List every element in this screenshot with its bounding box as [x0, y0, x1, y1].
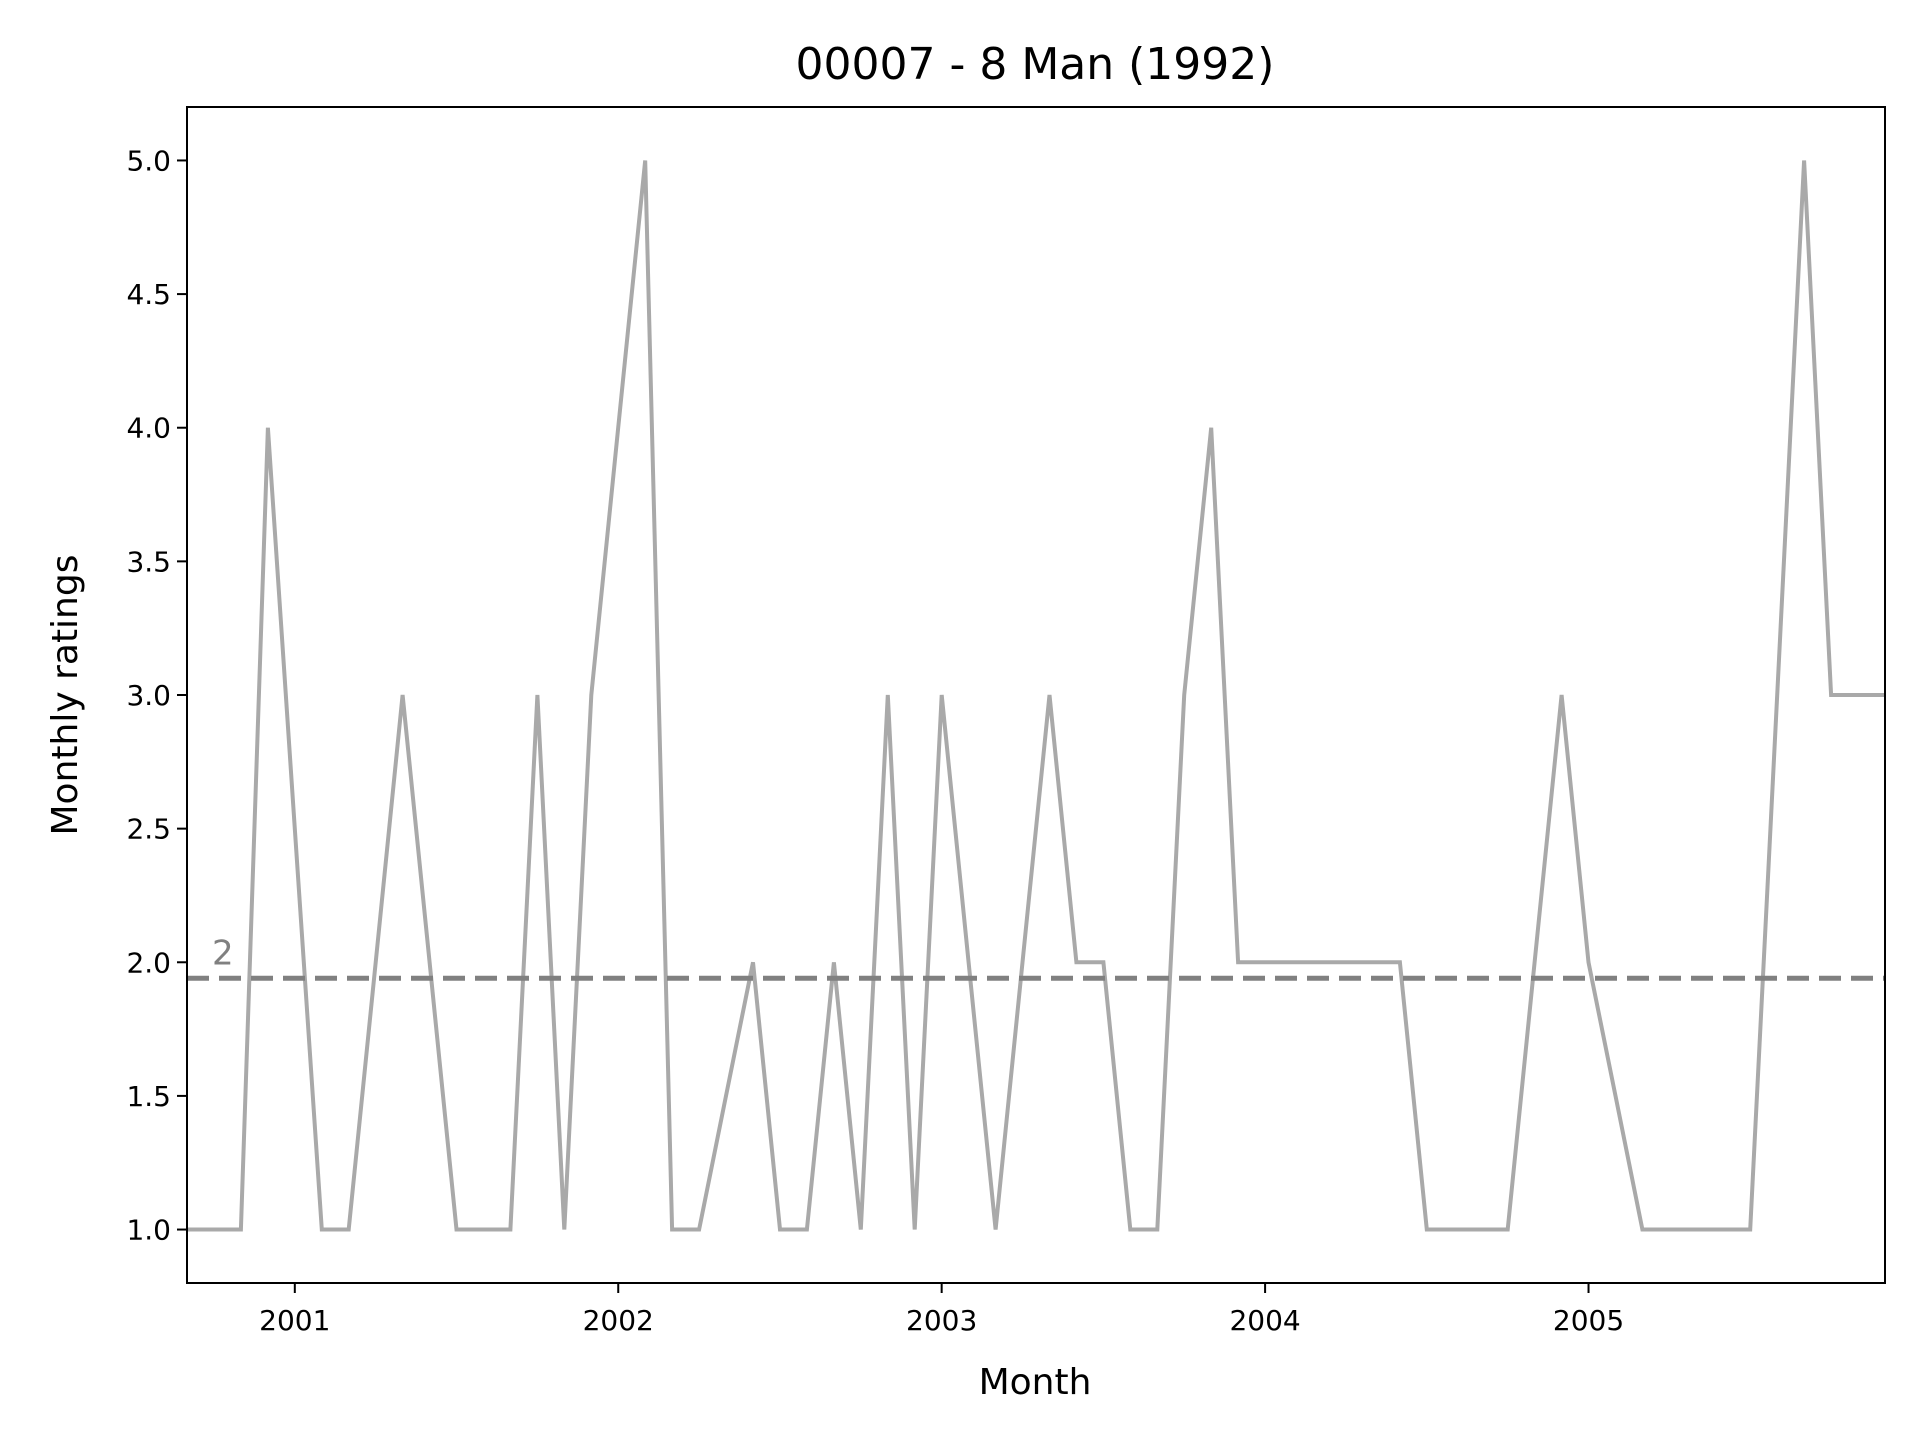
- x-axis: 2001 2002 2003 2004 2005: [259, 1283, 1624, 1337]
- x-axis-label: Month: [979, 1362, 1092, 1403]
- x-tick-label: 2002: [583, 1304, 654, 1337]
- y-tick-label: 5.0: [126, 144, 171, 177]
- x-tick-label: 2003: [906, 1304, 977, 1337]
- x-tick-label: 2005: [1553, 1304, 1624, 1337]
- series-line: [187, 160, 1885, 1232]
- y-tick-label: 1.5: [126, 1080, 171, 1113]
- y-tick-label: 2.5: [126, 813, 171, 846]
- y-tick-label: 4.0: [126, 412, 171, 445]
- y-tick-label: 2.0: [126, 946, 171, 979]
- plot-area: 2: [187, 160, 1885, 1232]
- mean-line-label: 2: [212, 933, 234, 973]
- y-axis-label: Monthly ratings: [45, 555, 86, 836]
- y-tick-label: 3.0: [126, 679, 171, 712]
- x-tick-label: 2001: [259, 1304, 330, 1337]
- chart-title: 00007 - 8 Man (1992): [796, 39, 1275, 90]
- y-axis: 1.0 1.5 2.0 2.5 3.0 3.5 4.0 4.5 5.0: [126, 144, 187, 1247]
- x-tick-label: 2004: [1229, 1304, 1300, 1337]
- y-tick-label: 4.5: [126, 278, 171, 311]
- y-tick-label: 3.5: [126, 545, 171, 578]
- y-tick-label: 1.0: [126, 1214, 171, 1247]
- plot-frame: [186, 106, 1886, 1284]
